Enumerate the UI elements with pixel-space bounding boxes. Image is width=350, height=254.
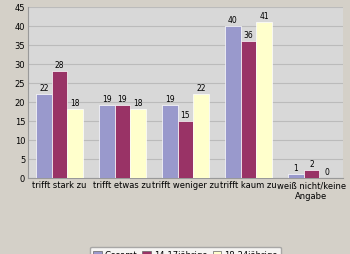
Bar [304,170,319,178]
Bar [99,106,115,178]
Text: 18: 18 [133,99,143,108]
Text: 0: 0 [325,167,330,176]
Text: 15: 15 [181,110,190,119]
Text: 28: 28 [55,61,64,70]
Text: 40: 40 [228,16,238,25]
Text: 18: 18 [70,99,80,108]
Bar [115,106,130,178]
Bar [36,94,52,178]
Legend: Gesamt, 14-17jährige, 18-24jährige: Gesamt, 14-17jährige, 18-24jährige [90,247,281,254]
Text: 22: 22 [39,84,49,93]
Bar [177,121,193,178]
Bar [52,72,67,178]
Bar [67,110,83,178]
Text: 41: 41 [259,12,269,21]
Text: 36: 36 [244,31,253,40]
Text: 19: 19 [165,95,175,104]
Text: 19: 19 [118,95,127,104]
Bar [193,94,209,178]
Bar [241,42,256,178]
Bar [162,106,177,178]
Text: 2: 2 [309,159,314,168]
Text: 22: 22 [196,84,206,93]
Text: 19: 19 [102,95,112,104]
Bar [288,174,304,178]
Bar [130,110,146,178]
Text: 1: 1 [293,163,298,172]
Bar [256,23,272,178]
Bar [225,26,241,178]
